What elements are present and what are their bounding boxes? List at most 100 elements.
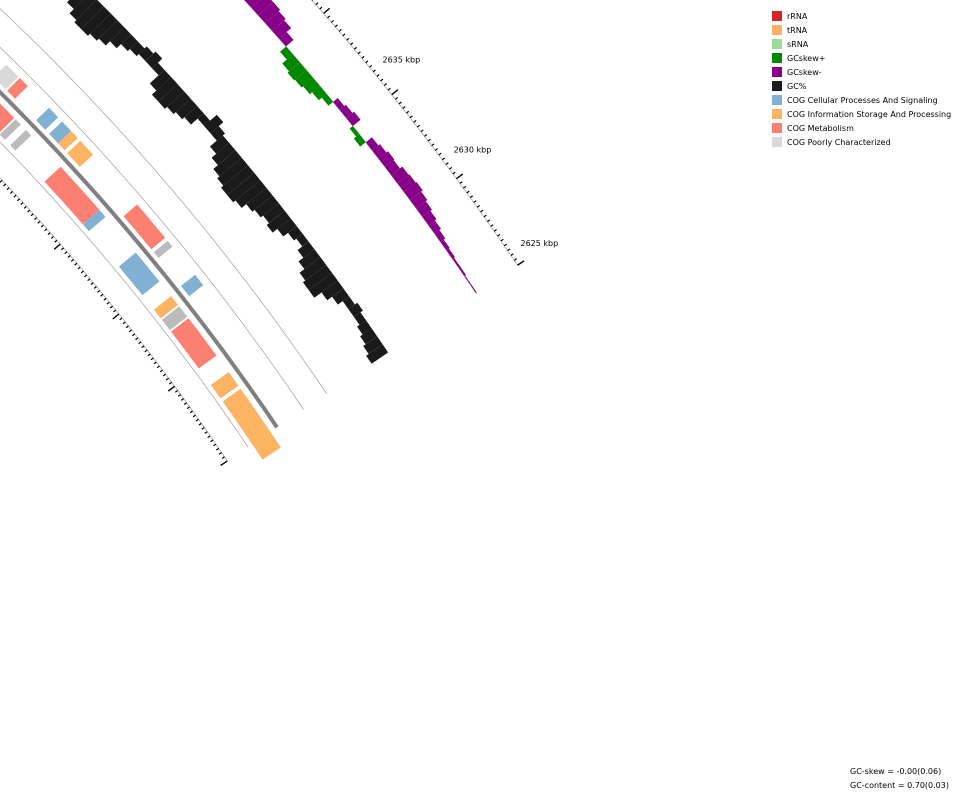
gc-skew-bar (397, 174, 416, 192)
gene-feature (0, 103, 15, 132)
legend: rRNA tRNA sRNA GCskew+ GCskew- GC% COG C… (772, 9, 960, 149)
scale-tick (338, 28, 342, 32)
legend-item-gcskew-plus: GCskew+ (772, 51, 960, 65)
scale-tick-inner (77, 266, 81, 270)
gc-bar (254, 195, 279, 218)
gene-feature (10, 130, 32, 151)
gc-skew-bar (312, 85, 327, 101)
scale-tick-inner (204, 431, 208, 434)
gc-bar (69, 0, 97, 21)
legend-swatch (772, 25, 782, 35)
legend-swatch (772, 53, 782, 63)
gene-feature (67, 140, 94, 167)
scale-tick (376, 74, 380, 77)
scale-tick-inner (6, 187, 10, 191)
scale-tick-inner (201, 427, 205, 430)
scale-tick (469, 195, 474, 199)
scale-tick-inner (147, 353, 151, 357)
gc-skew-stat: GC-skew = -0.00(0.06) (850, 767, 942, 776)
scale-tick-inner (168, 381, 173, 385)
scale-tick-inner (106, 301, 110, 305)
scale-tick-inner (122, 321, 126, 325)
scale-tick (480, 209, 484, 213)
scale-tick (323, 7, 331, 15)
gc-skew-bar (440, 239, 450, 251)
gc-bar (353, 312, 367, 325)
scale-tick (503, 243, 508, 247)
gc-stats: GC-skew = -0.00(0.06) GC-content = 0.70(… (850, 765, 949, 793)
scale-tick (319, 6, 323, 10)
gc-skew-bar (416, 201, 432, 217)
scale-tick-inner (23, 205, 27, 209)
legend-swatch (772, 109, 782, 119)
gc-bar (152, 62, 165, 76)
gc-skew-bar (333, 98, 345, 110)
gc-bar (308, 272, 338, 298)
scale-tick (330, 19, 335, 23)
gc-bar (299, 257, 327, 281)
gc-skew-bar (279, 32, 294, 47)
scale-tick-inner (74, 262, 78, 266)
legend-swatch (772, 137, 782, 147)
gene-feature (7, 78, 28, 99)
scale-tick-inner (218, 452, 222, 455)
scale-tick-inner (156, 365, 160, 369)
scale-tick-inner (135, 337, 139, 341)
gc-skew-bar (295, 70, 314, 88)
scale-tick (459, 181, 463, 184)
gene-feature (123, 204, 166, 250)
scale-tick-inner (87, 278, 91, 282)
scale-tick-inner (54, 239, 58, 243)
gc-bar (227, 172, 261, 203)
scale-tick-inner (177, 394, 182, 397)
scale-tick (445, 162, 449, 165)
gc-skew-bar (280, 46, 293, 60)
legend-swatch (772, 39, 782, 49)
gc-bar (211, 142, 236, 166)
scale-tick (413, 120, 417, 123)
scale-tick-inner (70, 258, 74, 262)
legend-item-cog-cellular: COG Cellular Processes And Signaling (772, 93, 960, 107)
gc-bar (332, 288, 350, 305)
scale-tick-inner (40, 224, 44, 228)
guide-line (0, 177, 228, 462)
scale-tick-inner (53, 243, 61, 250)
gc-bar (348, 302, 363, 317)
gc-bar (138, 46, 154, 62)
scale-tick-inner (20, 202, 24, 206)
scale-tick-inner (210, 439, 214, 443)
gc-skew-bar (446, 248, 455, 259)
scale-tick (500, 238, 504, 242)
gene-feature (161, 306, 188, 331)
gene-track (0, 64, 281, 460)
gc-skew-bar (287, 62, 307, 81)
scale-ticks (0, 0, 525, 467)
gc-bar (110, 27, 132, 49)
scale-tick-inner (50, 235, 54, 239)
scale-tick (402, 106, 406, 109)
backbone (0, 89, 279, 429)
scale-tick (487, 219, 491, 223)
scale-tick (431, 143, 435, 147)
gc-content-track (67, 0, 389, 364)
legend-label: rRNA (787, 11, 808, 21)
scale-tick (517, 260, 525, 266)
gc-bar (67, 0, 83, 10)
scale-tick (353, 46, 357, 50)
legend-label: sRNA (787, 39, 809, 49)
scale-tick (427, 138, 431, 142)
gene-feature (58, 131, 78, 151)
gc-skew-bar (384, 160, 400, 176)
gc-skew-bar (353, 134, 366, 147)
gc-skew-bar (282, 54, 300, 72)
gc-bar (90, 13, 118, 41)
track-guide-lines (0, 0, 518, 462)
scale-tick-inner (47, 232, 51, 236)
scale-tick (473, 200, 477, 203)
gene-feature (49, 121, 72, 144)
scale-tick (507, 248, 511, 252)
scale-tick-inner (183, 402, 187, 405)
scale-tick (380, 78, 384, 82)
scale-tick (510, 253, 514, 256)
gc-skew-bar (339, 104, 353, 118)
